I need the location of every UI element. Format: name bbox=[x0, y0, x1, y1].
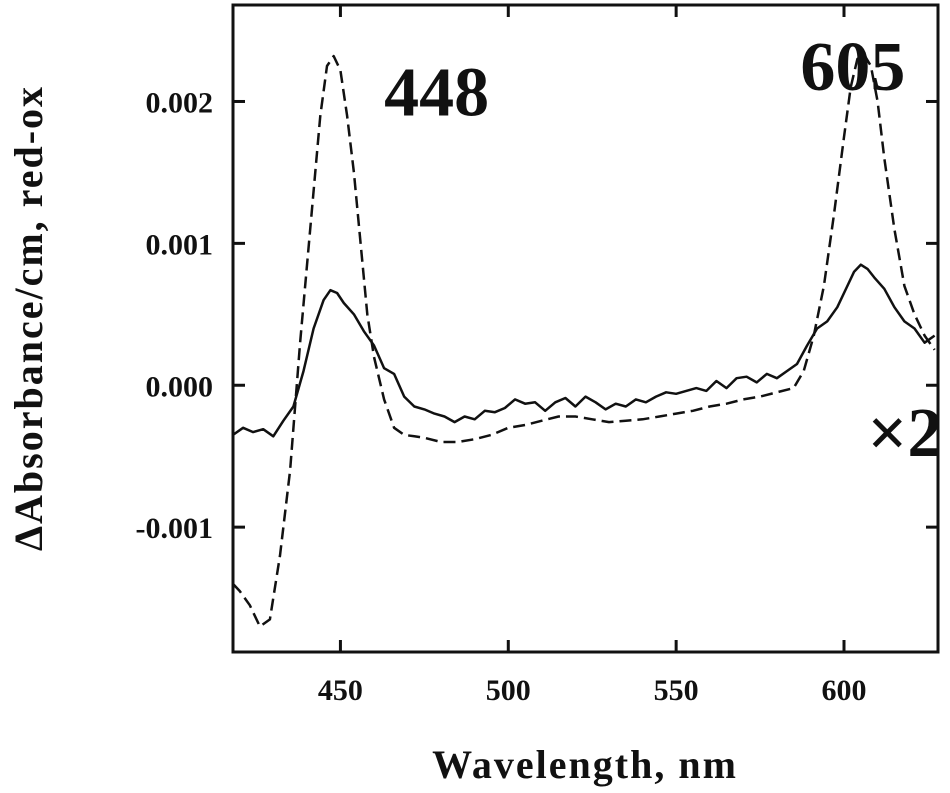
y-tick-label: 0.001 bbox=[146, 228, 214, 261]
x-tick-label: 450 bbox=[318, 674, 363, 707]
peak-annotation: 605 bbox=[800, 29, 905, 106]
series-group bbox=[232, 53, 936, 628]
y-tick-label: 0.000 bbox=[146, 370, 214, 403]
y-tick-label: -0.001 bbox=[136, 512, 214, 545]
x-tick-label: 500 bbox=[486, 674, 531, 707]
x-axis: 450 500 550 600 bbox=[318, 5, 867, 707]
peak-annotation: 448 bbox=[384, 55, 489, 132]
plot-frame bbox=[231, 3, 940, 654]
y-axis: -0.001 0.000 0.001 0.002 bbox=[136, 86, 938, 545]
x-axis-title: Wavelength, nm bbox=[432, 742, 738, 787]
x-tick-label: 550 bbox=[654, 674, 699, 707]
annotations: 448 605 ×2 bbox=[384, 29, 942, 472]
dashed-series-line bbox=[232, 53, 936, 628]
solid-series-line bbox=[232, 263, 936, 438]
x-tick-label: 600 bbox=[822, 674, 867, 707]
peak-annotation: ×2 bbox=[868, 395, 943, 472]
y-axis-title: ΔAbsorbance/cm, red-ox bbox=[6, 85, 51, 551]
y-tick-label: 0.002 bbox=[146, 86, 214, 119]
